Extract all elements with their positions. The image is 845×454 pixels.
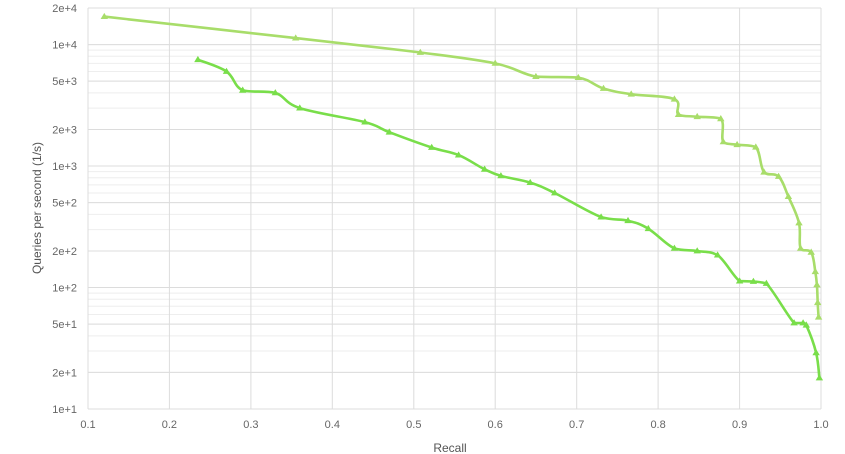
data-point-marker bbox=[238, 86, 247, 93]
data-point-marker bbox=[717, 115, 725, 122]
grid-lines bbox=[87, 7, 822, 410]
x-tick-label: 0.5 bbox=[406, 419, 421, 431]
y-tick-label: 2e+2 bbox=[52, 246, 77, 258]
data-point-marker bbox=[713, 251, 722, 258]
data-point-marker bbox=[790, 319, 798, 326]
data-point-marker bbox=[752, 143, 760, 150]
x-tick-label: 0.1 bbox=[80, 419, 95, 431]
x-tick-label: 0.6 bbox=[488, 419, 503, 431]
data-point-marker bbox=[796, 244, 805, 251]
x-tick-label: 1.0 bbox=[813, 419, 828, 431]
data-point-marker bbox=[526, 178, 534, 185]
y-tick-label: 1e+3 bbox=[52, 161, 77, 173]
data-point-marker bbox=[719, 138, 728, 145]
data-point-marker bbox=[624, 216, 632, 224]
data-point-marker bbox=[693, 112, 701, 120]
data-point-marker bbox=[644, 224, 653, 232]
data-point-marker bbox=[693, 247, 701, 254]
y-tick-label: 1e+1 bbox=[52, 404, 77, 416]
series-2 bbox=[194, 55, 824, 381]
data-point-marker bbox=[454, 151, 463, 158]
series-1 bbox=[100, 12, 823, 320]
data-point-marker bbox=[811, 267, 820, 275]
data-point-marker bbox=[760, 168, 768, 175]
y-tick-label: 2e+1 bbox=[52, 367, 77, 379]
data-point-marker bbox=[497, 172, 505, 179]
data-point-marker bbox=[222, 67, 231, 74]
data-point-marker bbox=[784, 192, 793, 199]
data-point-marker bbox=[599, 84, 608, 91]
y-tick-label: 1e+4 bbox=[52, 40, 77, 52]
data-point-marker bbox=[480, 165, 489, 172]
series-layer bbox=[100, 12, 824, 381]
data-point-marker bbox=[670, 244, 679, 251]
data-point-marker bbox=[762, 279, 771, 286]
data-point-marker bbox=[813, 298, 822, 306]
data-point-marker bbox=[361, 118, 369, 125]
y-tick-label: 5e+2 bbox=[52, 198, 77, 210]
y-axis-title: Queries per second (1/s) bbox=[30, 142, 44, 274]
x-tick-label: 0.8 bbox=[650, 419, 665, 431]
data-point-marker bbox=[802, 321, 811, 328]
x-tick-label: 0.7 bbox=[569, 419, 584, 431]
data-point-marker bbox=[194, 55, 202, 63]
tick-labels: 2e+4 1e+4 5e+3 2e+3 1e+3 5e+2 2e+2 1e+2 5e+1 2e+1… bbox=[52, 3, 828, 431]
data-point-marker bbox=[532, 72, 540, 79]
y-tick-label: 2e+3 bbox=[52, 125, 77, 137]
data-point-marker bbox=[427, 143, 436, 150]
data-point-marker bbox=[385, 128, 394, 135]
data-point-marker bbox=[813, 281, 821, 288]
data-point-marker bbox=[271, 89, 280, 96]
data-point-marker bbox=[597, 213, 605, 220]
y-tick-label: 5e+1 bbox=[52, 319, 77, 331]
y-tick-label: 1e+2 bbox=[52, 283, 77, 295]
x-tick-label: 0.9 bbox=[732, 419, 747, 431]
data-point-marker bbox=[814, 313, 823, 320]
data-point-marker bbox=[291, 34, 300, 41]
x-tick-label: 0.4 bbox=[325, 419, 340, 431]
data-point-marker bbox=[416, 48, 425, 55]
data-point-marker bbox=[799, 319, 807, 326]
data-point-marker bbox=[550, 189, 559, 196]
data-point-marker bbox=[812, 349, 820, 356]
y-tick-label: 5e+3 bbox=[52, 76, 77, 88]
data-point-marker bbox=[807, 248, 815, 255]
y-tick-label: 2e+4 bbox=[52, 3, 77, 15]
series-line bbox=[103, 15, 820, 319]
data-point-marker bbox=[296, 104, 304, 111]
data-point-marker bbox=[749, 277, 758, 284]
data-point-marker bbox=[100, 12, 109, 19]
data-point-marker bbox=[627, 90, 635, 97]
data-point-marker bbox=[774, 172, 783, 179]
data-point-marker bbox=[733, 140, 741, 148]
x-tick-label: 0.3 bbox=[243, 419, 258, 431]
x-tick-label: 0.2 bbox=[162, 419, 177, 431]
data-point-marker bbox=[574, 73, 583, 80]
data-point-marker bbox=[491, 59, 499, 66]
series-line bbox=[196, 58, 821, 380]
data-point-marker bbox=[815, 374, 824, 381]
x-axis-title: Recall bbox=[433, 441, 466, 454]
data-point-marker bbox=[735, 277, 744, 284]
data-point-marker bbox=[795, 219, 803, 226]
data-point-marker bbox=[674, 110, 683, 117]
data-point-marker bbox=[670, 95, 679, 102]
